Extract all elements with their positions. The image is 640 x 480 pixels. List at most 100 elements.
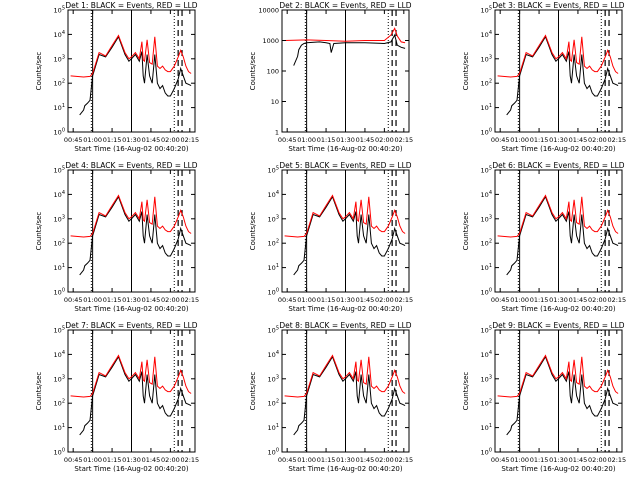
series-events [79,355,192,436]
y-tick-label: 100 [54,128,65,137]
panel-det-8: Det 8: BLACK = Events, RED = LLD 100 101 10… [249,321,413,473]
y-axis-label: Counts/sec [249,52,257,91]
y-axis-label: Counts/sec [249,372,257,411]
x-tick-label: 01:00 [510,296,529,304]
x-tick-label: 00:45 [64,456,83,464]
x-tick-label: 01:15 [530,456,549,464]
x-tick-label: 01:00 [510,456,529,464]
x-tick-label: 02:00 [375,456,394,464]
series-lld [70,194,192,238]
x-tick-label: 01:45 [142,136,161,144]
x-axis-label: Start Time (16-Aug-02 00:40:20) [74,305,188,313]
series-lld [497,194,619,238]
x-tick-label: 01:45 [569,296,588,304]
panel-title: Det 4: BLACK = Events, RED = LLD [65,161,197,170]
y-tick-label: 104 [481,30,492,39]
y-tick-label: 103 [481,374,492,383]
panel-title: Det 9: BLACK = Events, RED = LLD [492,321,624,330]
series-events [293,195,406,276]
y-tick-label: 102 [268,399,279,408]
x-tick-label: 00:45 [491,456,510,464]
x-tick-label: 01:15 [317,296,336,304]
y-tick-label: 101 [54,263,65,272]
x-tick-label: 01:45 [356,136,375,144]
x-axis-label: Start Time (16-Aug-02 00:40:20) [288,465,402,473]
x-tick-label: 02:00 [161,136,180,144]
x-tick-label: 01:15 [103,296,122,304]
series-events [506,355,619,436]
y-tick-label: 104 [481,350,492,359]
y-tick-label: 101 [268,423,279,432]
panel-det-4: Det 4: BLACK = Events, RED = LLD 100 101 10… [35,161,199,313]
x-tick-label: 02:00 [588,456,607,464]
y-axis-label: Counts/sec [249,212,257,251]
y-tick-label: 1000 [262,37,279,45]
y-tick-label: 103 [481,54,492,63]
y-axis-label: Counts/sec [35,212,43,251]
panel-title: Det 1: BLACK = Events, RED = LLD [65,1,197,10]
y-tick-label: 101 [54,423,65,432]
series-lld [70,34,192,78]
x-tick-label: 01:15 [530,136,549,144]
x-tick-label: 01:30 [549,136,568,144]
x-tick-label: 02:00 [161,296,180,304]
y-tick-label: 104 [54,350,65,359]
y-tick-label: 102 [54,239,65,248]
x-tick-label: 01:45 [569,456,588,464]
y-tick-label: 103 [54,374,65,383]
y-tick-label: 102 [481,239,492,248]
y-tick-label: 103 [481,214,492,223]
y-tick-label: 105 [54,326,65,335]
x-tick-label: 01:30 [122,296,141,304]
x-tick-label: 01:15 [103,456,122,464]
y-axis-label: Counts/sec [462,372,470,411]
x-tick-label: 01:30 [549,296,568,304]
panel-title: Det 2: BLACK = Events, RED = LLD [279,1,411,10]
y-axis-label: Counts/sec [462,212,470,251]
y-tick-label: 10000 [258,7,279,15]
panel-title: Det 6: BLACK = Events, RED = LLD [492,161,624,170]
y-tick-label: 100 [481,448,492,457]
x-tick-label: 01:30 [549,456,568,464]
y-tick-label: 101 [481,103,492,112]
x-tick-label: 01:00 [83,456,102,464]
y-tick-label: 101 [481,263,492,272]
x-tick-label: 00:45 [278,136,297,144]
panel-det-9: Det 9: BLACK = Events, RED = LLD 100 101 10… [462,321,626,473]
x-axis-label: Start Time (16-Aug-02 00:40:20) [288,305,402,313]
x-tick-label: 01:00 [83,296,102,304]
panel-title: Det 3: BLACK = Events, RED = LLD [492,1,624,10]
y-tick-label: 1 [275,129,279,137]
x-tick-label: 01:45 [142,296,161,304]
series-events [506,195,619,276]
x-tick-label: 02:15 [607,296,626,304]
y-tick-label: 105 [268,166,279,175]
y-axis-label: Counts/sec [35,52,43,91]
series-events [293,33,406,66]
y-tick-label: 100 [481,128,492,137]
y-tick-label: 101 [54,103,65,112]
x-tick-label: 01:30 [336,456,355,464]
x-tick-label: 02:15 [180,296,199,304]
y-tick-label: 104 [54,190,65,199]
y-tick-label: 100 [481,288,492,297]
x-tick-label: 01:30 [336,296,355,304]
x-tick-label: 01:45 [142,456,161,464]
y-tick-label: 104 [54,30,65,39]
y-tick-label: 103 [54,214,65,223]
panel-title: Det 8: BLACK = Events, RED = LLD [279,321,411,330]
x-tick-label: 01:15 [317,456,336,464]
x-tick-label: 02:00 [161,456,180,464]
x-tick-label: 00:45 [491,296,510,304]
x-tick-label: 01:30 [122,456,141,464]
x-tick-label: 02:15 [180,456,199,464]
panel-det-7: Det 7: BLACK = Events, RED = LLD 100 101 10… [35,321,199,473]
y-tick-label: 103 [54,54,65,63]
series-lld [70,354,192,398]
x-axis-label: Start Time (16-Aug-02 00:40:20) [74,145,188,153]
series-lld [284,27,406,44]
series-events [506,35,619,116]
panel-title: Det 7: BLACK = Events, RED = LLD [65,321,197,330]
x-tick-label: 01:45 [569,136,588,144]
